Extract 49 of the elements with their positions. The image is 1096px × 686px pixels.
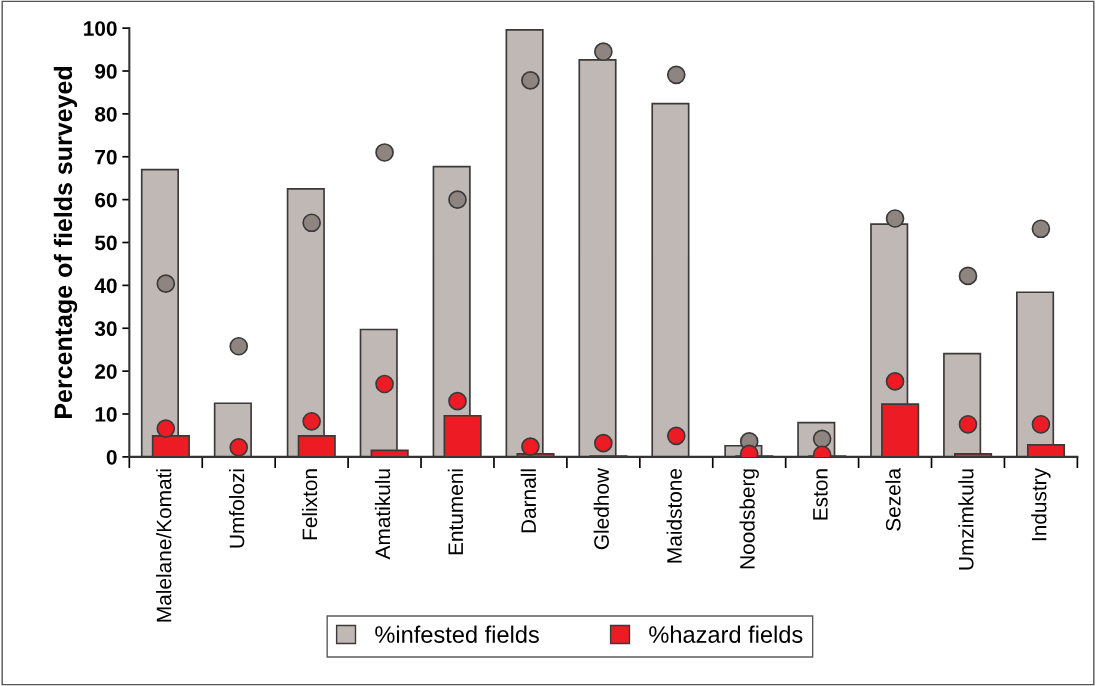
y-tick-label: 70 — [95, 149, 117, 165]
point — [302, 411, 321, 431]
x-tick-label: Maidstone — [666, 468, 682, 563]
point — [666, 65, 686, 85]
point — [521, 437, 540, 456]
y-tick-label: 0 — [106, 449, 117, 465]
point — [375, 143, 394, 162]
y-tick-label: 20 — [95, 364, 117, 379]
legend-label: %infested fields — [375, 625, 539, 643]
y-tick-label: 30 — [94, 321, 117, 337]
point — [521, 71, 540, 90]
y-tick-label: 80 — [95, 106, 117, 122]
y-tick-label: 40 — [94, 278, 117, 294]
y-tick-label: 90 — [95, 64, 117, 79]
x-tick-label: Darnall — [520, 469, 537, 533]
point — [156, 274, 176, 294]
point — [958, 414, 978, 434]
point — [448, 391, 467, 411]
x-tick-label: Felixton — [301, 469, 318, 540]
point — [375, 374, 394, 394]
point — [594, 42, 613, 62]
point — [1031, 414, 1051, 434]
point — [156, 419, 176, 438]
y-tick-label: 50 — [94, 235, 117, 251]
point — [885, 209, 905, 228]
x-tick-label: Umfolozi — [229, 469, 245, 548]
x-tick-label: Malelane/Komati — [156, 469, 172, 622]
point — [229, 336, 249, 356]
point — [885, 372, 905, 391]
y-tick-label: 60 — [95, 192, 117, 208]
y-tick-label: 100 — [84, 21, 117, 36]
point — [229, 438, 249, 457]
x-tick-label: Amatikulu — [374, 469, 391, 560]
x-tick-label: Sezela — [885, 467, 901, 531]
x-tick-label: Gledhow — [593, 467, 609, 550]
legend-label: %hazard fields — [649, 625, 803, 643]
point — [1031, 219, 1051, 239]
point — [666, 426, 686, 446]
x-tick-label: Entumeni — [447, 469, 464, 555]
point — [448, 190, 467, 209]
point — [594, 433, 613, 453]
x-tick-label: Industry — [1031, 468, 1051, 541]
x-tick-label: Umzimkulu — [958, 469, 974, 570]
point — [302, 213, 321, 233]
point — [958, 266, 978, 286]
x-tick-label: Noodsberg — [739, 469, 759, 569]
y-tick-label: 10 — [95, 407, 117, 422]
y-axis-title: Percentage of fields surveyed — [53, 66, 78, 418]
x-tick-label: Eston — [813, 469, 828, 520]
